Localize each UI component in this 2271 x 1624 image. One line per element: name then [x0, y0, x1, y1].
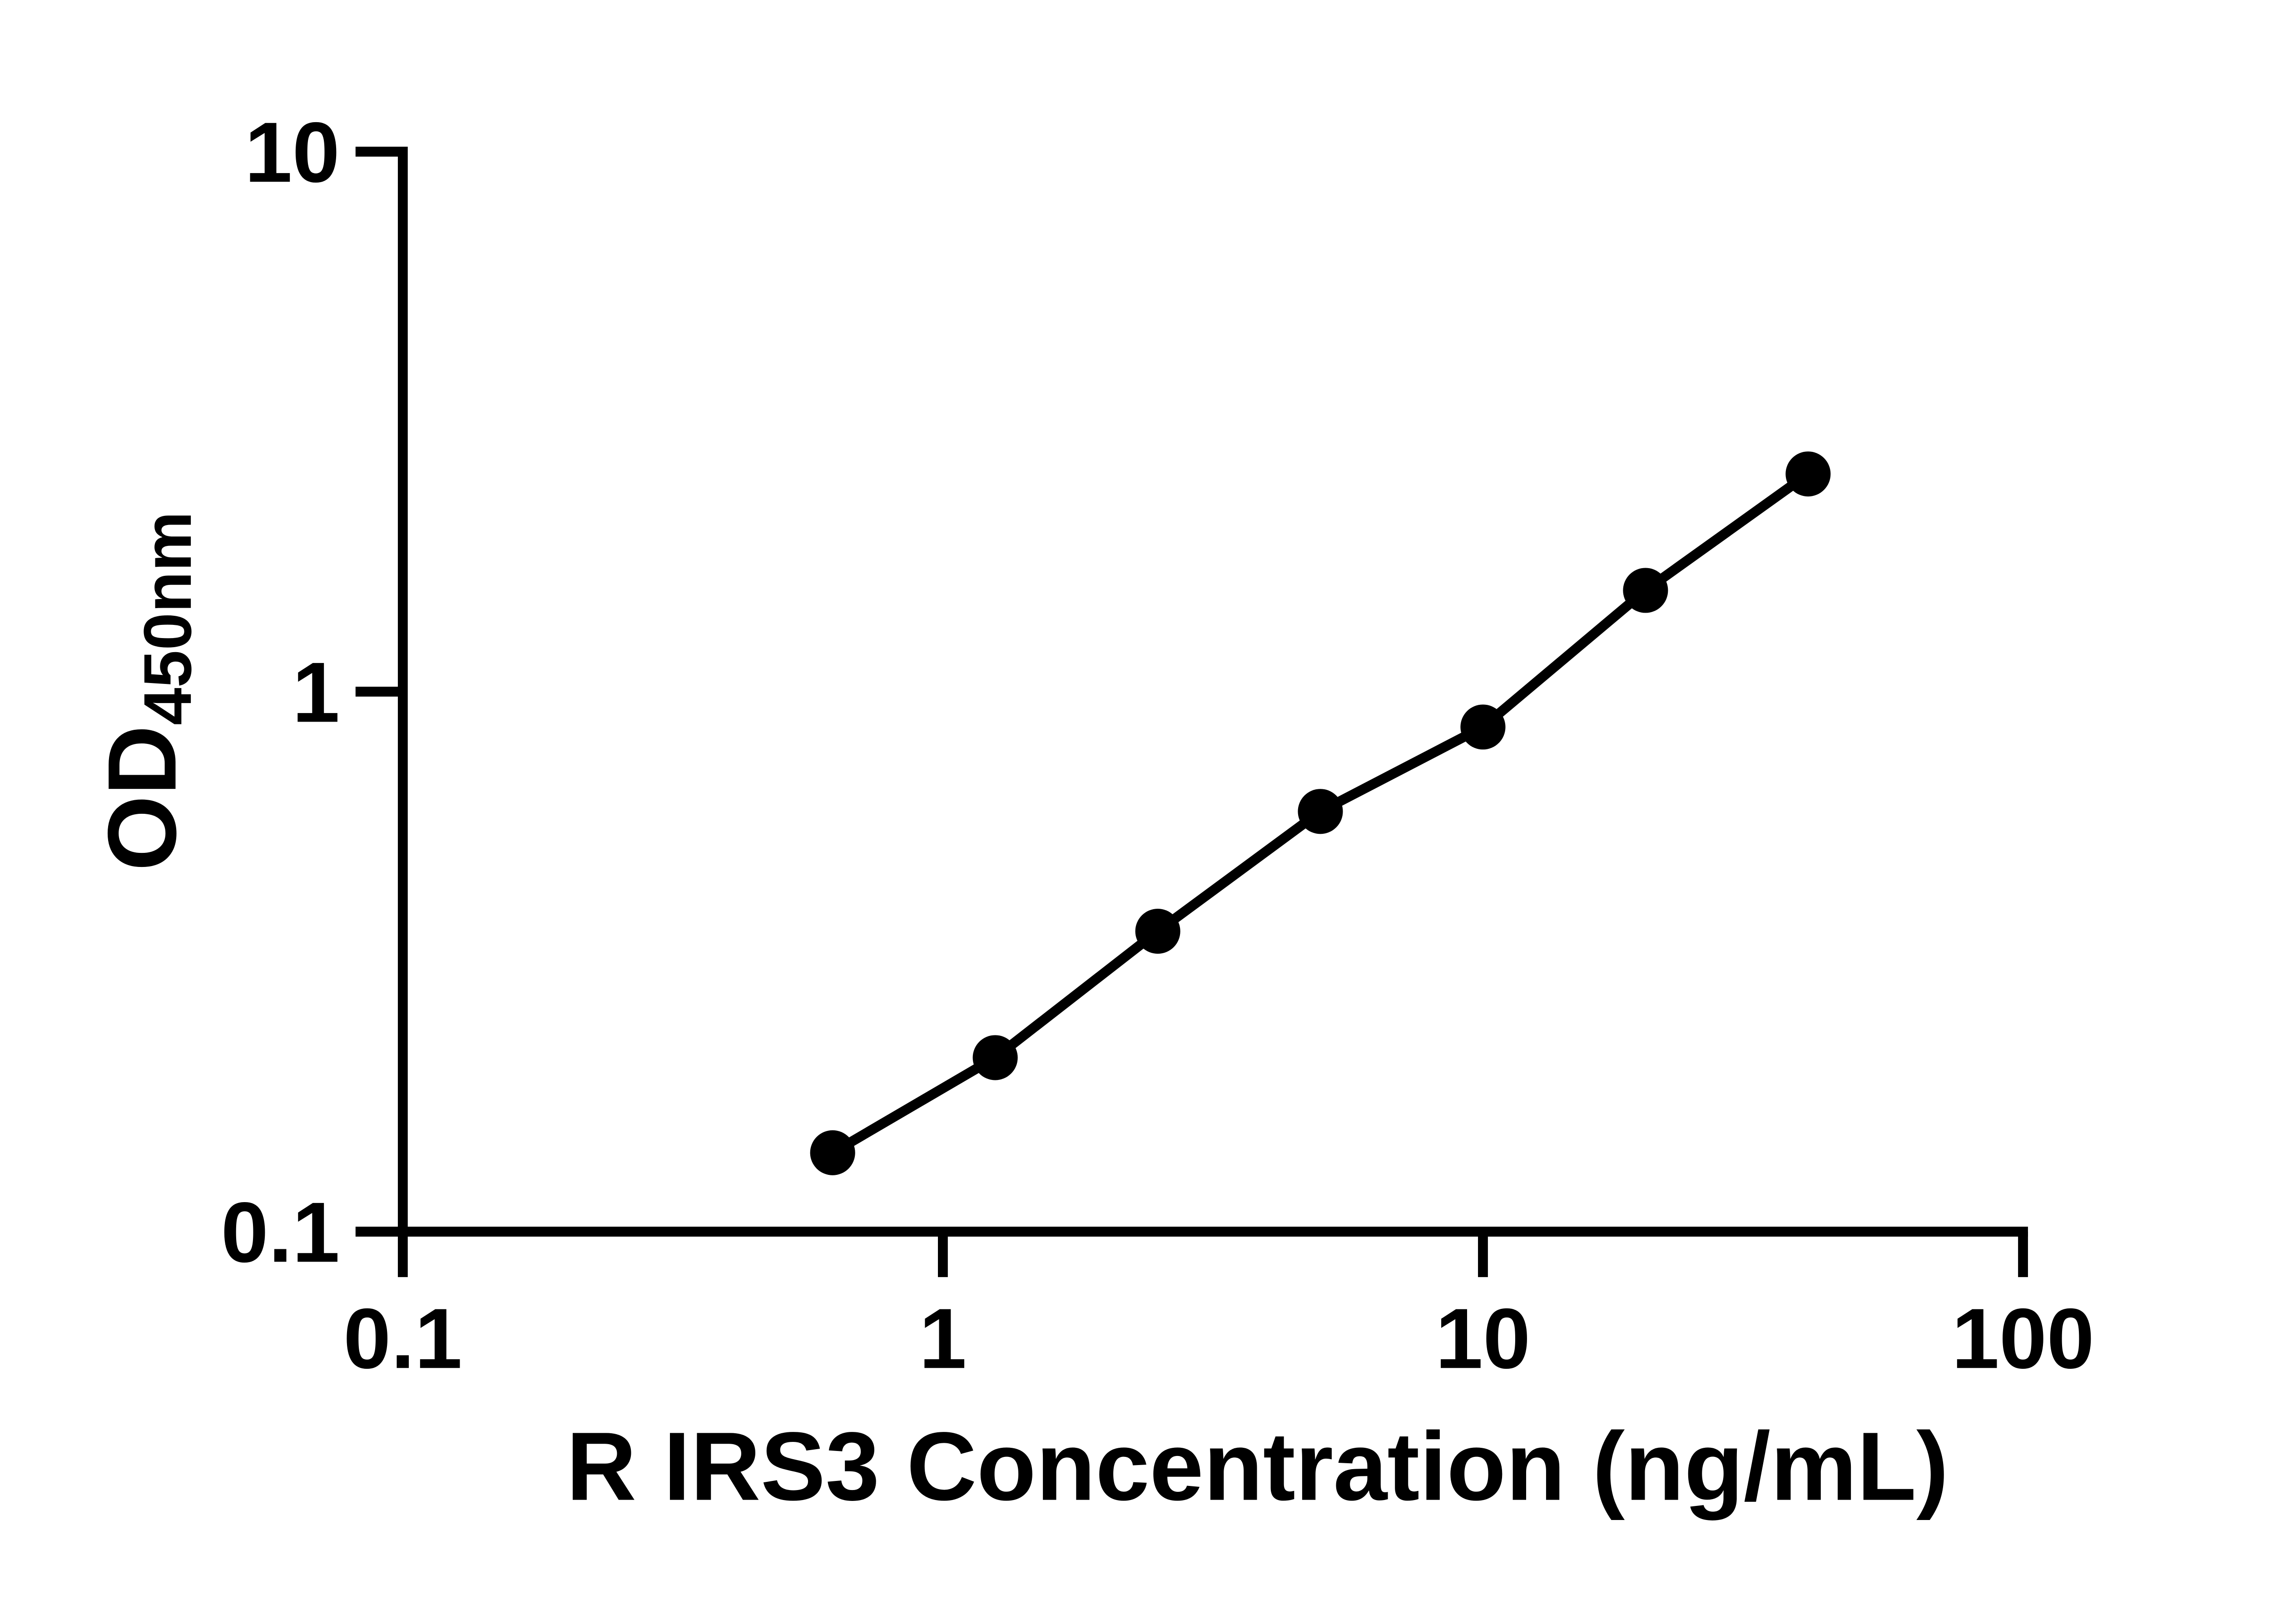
- x-tick-label-10: 10: [1435, 1291, 1530, 1386]
- data-point-1.25: [972, 1035, 1018, 1080]
- y-axis-title-sub: 450nm: [130, 511, 205, 725]
- plot-area: 0.1 1 10 0.1 1 10 100: [221, 104, 2094, 1386]
- data-point-2.5: [1135, 909, 1180, 954]
- x-axis-title: R IRS3 Concentration (ng/mL): [566, 1412, 1949, 1521]
- x-tick-label-0.1: 0.1: [343, 1291, 462, 1386]
- data-point-40: [1785, 451, 1831, 497]
- y-tick-label-1: 1: [292, 644, 340, 740]
- x-tick-label-1: 1: [919, 1291, 967, 1386]
- data-point-10: [1460, 704, 1506, 750]
- data-point-20: [1623, 568, 1668, 613]
- y-axis-title: OD450nm: [88, 511, 205, 871]
- y-tick-label-0.1: 0.1: [221, 1184, 340, 1280]
- y-tick-label-10: 10: [245, 104, 340, 200]
- data-point-5: [1298, 789, 1343, 834]
- data-point-0.625: [810, 1130, 855, 1175]
- y-axis-title-main: OD: [88, 725, 196, 871]
- x-tick-label-100: 100: [1952, 1291, 2094, 1386]
